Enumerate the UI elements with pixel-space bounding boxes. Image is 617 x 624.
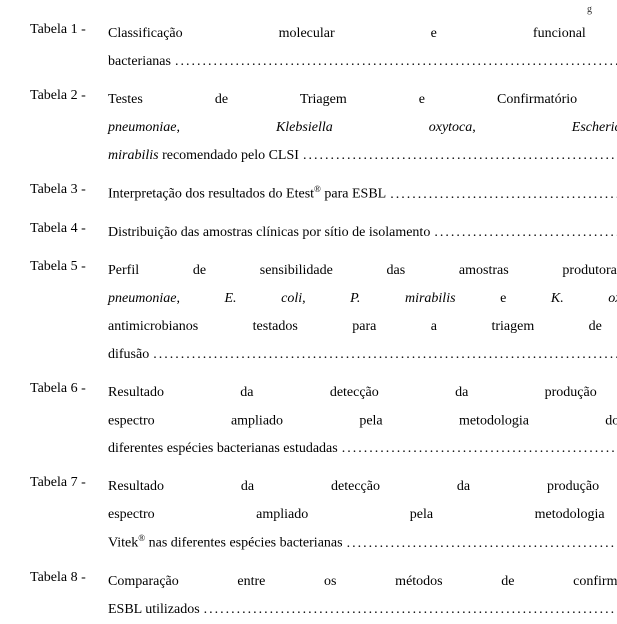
toc-entry: Tabela 6 -Resultado da detecção da produ… [30, 379, 587, 464]
toc-line: espectro ampliado pela metodologia do Et… [108, 407, 617, 436]
toc-line: pneumoniae, E. coli, P. mirabilis e K. o… [108, 285, 617, 313]
toc-last-line: mirabilis recomendado pelo CLSI ........… [108, 142, 617, 170]
toc-entry: Tabela 3 -Interpretação dos resultados d… [30, 180, 587, 209]
toc-line: Perfil de sensibilidade das amostras pro… [108, 257, 617, 285]
toc-dots: ........................................… [171, 48, 617, 76]
toc-line: Testes de Triagem e Confirmatório para E… [108, 86, 617, 114]
toc-last-text: mirabilis recomendado pelo CLSI [108, 142, 299, 170]
toc-last-line: Vitek® nas diferentes espécies bacterian… [108, 529, 617, 558]
toc-line: Comparação entre os métodos de confirmaç… [108, 568, 617, 596]
toc-line: espectro ampliado pela metodologia do si… [108, 501, 617, 529]
toc-description: Resultado da detecção da produção da enz… [108, 473, 617, 558]
toc-label: Tabela 8 - [30, 568, 108, 586]
toc-description: Perfil de sensibilidade das amostras pro… [108, 257, 617, 369]
toc-description: Classificação molecular e funcional das … [108, 20, 617, 76]
toc-last-text: Vitek® nas diferentes espécies bacterian… [108, 529, 343, 558]
toc-line: Classificação molecular e funcional das … [108, 20, 617, 48]
table-of-contents: Tabela 1 -Classificação molecular e func… [30, 20, 587, 624]
toc-last-line: ESBL utilizados ........................… [108, 596, 617, 624]
toc-dots: ........................................… [200, 596, 617, 624]
toc-line: antimicrobianos testados para a triagem … [108, 313, 617, 341]
toc-entry: Tabela 8 -Comparação entre os métodos de… [30, 568, 587, 624]
toc-label: Tabela 2 - [30, 86, 108, 104]
toc-entry: Tabela 2 -Testes de Triagem e Confirmató… [30, 86, 587, 170]
toc-label: Tabela 5 - [30, 257, 108, 275]
toc-description: Testes de Triagem e Confirmatório para E… [108, 86, 617, 170]
toc-last-line: Distribuição das amostras clínicas por s… [108, 219, 617, 247]
toc-description: Resultado da detecção da produção da enz… [108, 379, 617, 464]
toc-last-line: difusão ................................… [108, 341, 617, 369]
toc-last-text: ESBL utilizados [108, 596, 200, 624]
toc-line: pneumoniae, Klebsiella oxytoca, Escheric… [108, 114, 617, 142]
page-indicator: g [587, 4, 592, 15]
toc-last-text: difusão [108, 341, 149, 369]
toc-description: Distribuição das amostras clínicas por s… [108, 219, 617, 247]
toc-label: Tabela 4 - [30, 219, 108, 237]
toc-line: Resultado da detecção da produção da enz… [108, 379, 617, 407]
toc-entry: Tabela 1 -Classificação molecular e func… [30, 20, 587, 76]
toc-dots: ........................................… [338, 435, 617, 463]
toc-description: Comparação entre os métodos de confirmaç… [108, 568, 617, 624]
toc-last-text: bacterianas [108, 48, 171, 76]
toc-last-text: Distribuição das amostras clínicas por s… [108, 219, 430, 247]
toc-entry: Tabela 7 -Resultado da detecção da produ… [30, 473, 587, 558]
toc-dots: ........................................… [299, 142, 617, 170]
toc-last-line: bacterianas ............................… [108, 48, 617, 76]
toc-dots: ........................................… [386, 181, 617, 209]
toc-label: Tabela 1 - [30, 20, 108, 38]
toc-last-text: Interpretação dos resultados do Etest® p… [108, 180, 386, 209]
toc-entry: Tabela 5 -Perfil de sensibilidade das am… [30, 257, 587, 369]
toc-dots: ........................................… [343, 530, 617, 558]
toc-last-text: diferentes espécies bacterianas estudada… [108, 435, 338, 463]
toc-label: Tabela 7 - [30, 473, 108, 491]
toc-label: Tabela 6 - [30, 379, 108, 397]
toc-last-line: diferentes espécies bacterianas estudada… [108, 435, 617, 463]
toc-dots: ........................................… [430, 219, 617, 247]
toc-entry: Tabela 4 -Distribuição das amostras clín… [30, 219, 587, 247]
toc-label: Tabela 3 - [30, 180, 108, 198]
toc-description: Interpretação dos resultados do Etest® p… [108, 180, 617, 209]
toc-last-line: Interpretação dos resultados do Etest® p… [108, 180, 617, 209]
toc-dots: ........................................… [149, 341, 617, 369]
toc-line: Resultado da detecção da produção da enz… [108, 473, 617, 501]
